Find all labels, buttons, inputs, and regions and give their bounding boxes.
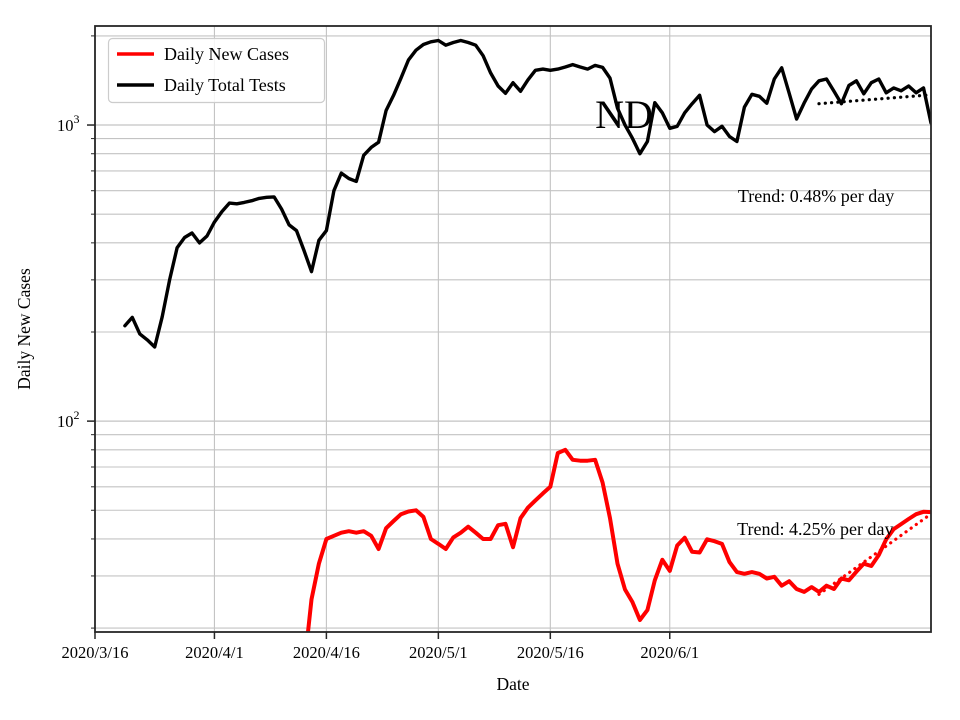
x-axis-label: Date [496, 674, 529, 694]
x-tick-label: 2020/4/1 [185, 643, 244, 662]
annotation-trend-cases: Trend: 4.25% per day [737, 519, 893, 539]
plot-spines [94, 25, 932, 633]
annotation-nd-label: ND [595, 92, 653, 137]
series-daily-new-cases [305, 447, 931, 632]
y-tick-label: 103 [57, 112, 80, 135]
annotation-trend-tests: Trend: 0.48% per day [738, 186, 894, 206]
y-tick-label: 102 [57, 408, 80, 431]
legend: Daily New Cases Daily Total Tests [107, 37, 326, 104]
legend-entry-label: Daily New Cases [164, 44, 289, 64]
axis-ticks [87, 35, 671, 639]
series-daily-total-tests-trend [817, 93, 931, 106]
x-tick-label: 2020/6/1 [640, 643, 699, 662]
x-tick-label: 2020/5/16 [517, 643, 584, 662]
series-daily-total-tests [123, 38, 931, 349]
legend-entry-label: Daily Total Tests [164, 75, 286, 95]
data-series [123, 38, 931, 632]
x-tick-label: 2020/3/16 [62, 643, 129, 662]
series-daily-new-cases-trend [817, 512, 931, 596]
legend-box [107, 37, 326, 104]
x-tick-label: 2020/4/16 [293, 643, 360, 662]
x-tick-label: 2020/5/1 [409, 643, 468, 662]
y-axis-label: Daily New Cases [14, 268, 34, 390]
